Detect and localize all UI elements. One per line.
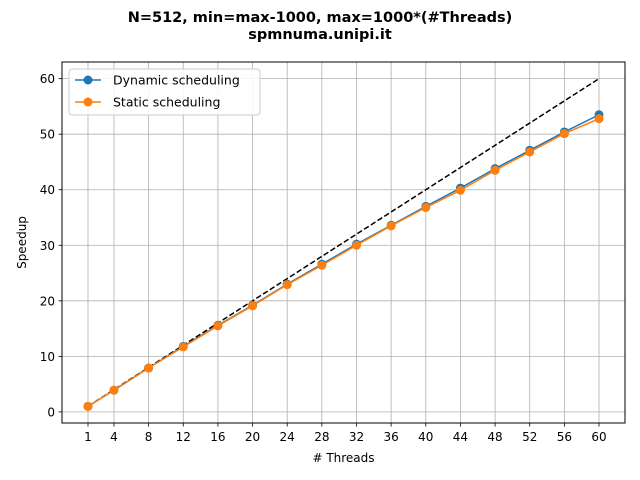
static-scheduling-point	[144, 363, 154, 373]
x-tick-label: 8	[145, 430, 153, 444]
y-axis-ticks: 0 10 20 30 40 50 60	[40, 72, 62, 419]
x-axis-label: # Threads	[312, 451, 374, 465]
x-tick-label: 20	[245, 430, 260, 444]
chart-subtitle: spmnuma.unipi.it	[248, 27, 392, 43]
y-tick-label: 40	[40, 183, 55, 197]
static-scheduling-point	[386, 221, 396, 231]
static-scheduling-point	[351, 240, 361, 250]
y-axis-label: Speedup	[15, 216, 29, 269]
y-tick-label: 30	[40, 239, 55, 253]
x-tick-label: 32	[349, 430, 364, 444]
x-tick-label: 4	[110, 430, 118, 444]
ideal-speedup-line	[87, 78, 600, 407]
static-scheduling-point	[178, 342, 188, 352]
x-tick-label: 40	[418, 430, 433, 444]
x-tick-label: 36	[383, 430, 398, 444]
static-scheduling-point	[317, 260, 327, 270]
static-scheduling-point	[213, 321, 223, 331]
x-tick-label: 60	[591, 430, 606, 444]
static-scheduling-point	[83, 401, 93, 411]
static-scheduling-point	[559, 129, 569, 139]
x-axis-ticks: 1 4 8 12 16 20 24 28 32 36 40 44 48 52 56 60	[84, 423, 607, 444]
series-group	[83, 110, 604, 411]
plot-frame	[61, 61, 626, 424]
static-scheduling-point	[455, 185, 465, 195]
legend-box	[68, 68, 261, 116]
series-static	[83, 114, 604, 411]
static-scheduling-line	[87, 117, 600, 407]
dynamic-scheduling-line	[87, 114, 600, 407]
x-tick-label: 12	[176, 430, 191, 444]
static-scheduling-point	[421, 203, 431, 213]
static-scheduling-point	[525, 147, 535, 157]
series-dynamic	[83, 110, 604, 411]
chart-title: N=512, min=max-1000, max=1000*(#Threads)	[128, 10, 513, 26]
x-tick-label: 24	[280, 430, 295, 444]
legend: Dynamic scheduling Static scheduling	[68, 68, 261, 116]
x-tick-label: 56	[557, 430, 572, 444]
x-tick-label: 16	[210, 430, 225, 444]
static-scheduling-point	[248, 301, 258, 311]
static-scheduling-point	[490, 165, 500, 175]
x-tick-label: 1	[84, 430, 92, 444]
legend-dynamic-label: Dynamic scheduling	[113, 73, 240, 88]
y-tick-label: 0	[47, 405, 55, 419]
static-scheduling-point	[594, 114, 604, 124]
y-tick-label: 20	[40, 294, 55, 308]
x-tick-label: 44	[453, 430, 468, 444]
legend-static-label: Static scheduling	[113, 95, 220, 110]
legend-static-swatch-marker	[83, 97, 93, 107]
ideal-speedup-dashed-line	[87, 78, 600, 407]
x-tick-label: 28	[314, 430, 329, 444]
grid-lines	[62, 62, 625, 423]
x-tick-label: 48	[487, 430, 502, 444]
legend-dynamic-swatch-marker	[83, 75, 93, 85]
x-tick-label: 52	[522, 430, 537, 444]
y-tick-label: 60	[40, 72, 55, 86]
static-scheduling-point	[282, 280, 292, 290]
y-tick-label: 10	[40, 350, 55, 364]
y-tick-label: 50	[40, 128, 55, 142]
static-scheduling-point	[109, 385, 119, 395]
